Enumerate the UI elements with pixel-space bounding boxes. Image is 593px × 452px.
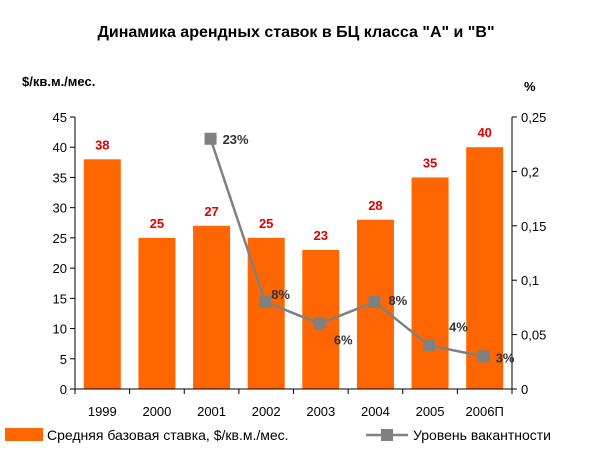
- bar-value-label-2001: 27: [204, 204, 218, 219]
- bar-2001: [193, 225, 231, 389]
- left-tick-label: 5: [60, 352, 67, 367]
- bar-value-label-2002: 25: [259, 216, 273, 231]
- x-tick-label-2002: 2002: [252, 404, 281, 419]
- left-tick-label: 10: [53, 322, 67, 337]
- legend-marker-vacancy: [381, 429, 393, 441]
- vacancy-line-layer: [204, 132, 490, 363]
- left-tick-label: 20: [53, 261, 67, 276]
- bar-2002: [247, 237, 285, 389]
- legend-label-vacancy: Уровень вакантности: [413, 427, 551, 443]
- right-axis-unit: %: [524, 79, 536, 94]
- x-tick-label-2006П: 2006П: [466, 404, 504, 419]
- right-tick-label: 0,1: [521, 273, 539, 288]
- left-tick-label: 25: [53, 231, 67, 246]
- vacancy-line: [209, 138, 484, 358]
- legend-swatch-rate: [5, 428, 43, 441]
- vacancy-marker-2006П: [477, 350, 490, 363]
- bar-1999: [83, 159, 121, 389]
- vacancy-marker-2001: [204, 132, 217, 145]
- bar-value-label-2005: 35: [423, 155, 437, 170]
- left-tick-label: 0: [60, 382, 67, 397]
- labels-layer: 38 25 27 25 23 28 35 40 23% 8% 6% 8% 4% 3%: [95, 125, 515, 365]
- right-tick-label: 0,05: [521, 328, 546, 343]
- axes-layer: 0 5 10 15 20 25 30 35 40 45 0 0,05 0,1 0,15 0,2 0,25 199…: [53, 110, 547, 419]
- vacancy-marker-2005: [423, 339, 436, 352]
- bar-2000: [138, 237, 176, 389]
- bar-value-label-2006П: 40: [477, 125, 491, 140]
- x-tick-label-2005: 2005: [416, 404, 445, 419]
- right-tick-label: 0,25: [521, 110, 546, 125]
- left-tick-label: 40: [53, 140, 67, 155]
- bar-2006П: [466, 147, 504, 389]
- bar-value-label-2004: 28: [368, 198, 382, 213]
- bars-layer: [83, 147, 504, 389]
- legend: Средняя базовая ставка, $/кв.м./мес. Уров…: [5, 427, 551, 443]
- x-tick-label-2000: 2000: [142, 404, 171, 419]
- x-tick-label-1999: 1999: [88, 404, 117, 419]
- left-axis-unit: $/кв.м./мес.: [22, 74, 95, 89]
- vacancy-label-2002: 8%: [271, 287, 290, 302]
- vacancy-marker-2004: [368, 295, 381, 308]
- x-tick-label-2003: 2003: [306, 404, 335, 419]
- left-tick-label: 35: [53, 170, 67, 185]
- legend-label-rate: Средняя базовая ставка, $/кв.м./мес.: [47, 427, 289, 443]
- bar-2005: [411, 177, 449, 389]
- right-tick-label: 0: [521, 382, 528, 397]
- vacancy-marker-2003: [313, 317, 326, 330]
- x-tick-label-2004: 2004: [361, 404, 390, 419]
- left-tick-label: 45: [53, 110, 67, 125]
- chart-title: Динамика арендных ставок в БЦ класса "А"…: [97, 24, 494, 41]
- vacancy-label-2004: 8%: [388, 293, 407, 308]
- left-tick-label: 30: [53, 201, 67, 216]
- bar-value-label-2000: 25: [150, 216, 164, 231]
- vacancy-label-2006П: 3%: [496, 350, 515, 365]
- vacancy-label-2001: 23%: [223, 132, 249, 147]
- right-tick-label: 0,15: [521, 219, 546, 234]
- vacancy-label-2003: 6%: [334, 333, 353, 348]
- vacancy-marker-2002: [259, 295, 272, 308]
- bar-value-label-2003: 23: [314, 228, 328, 243]
- left-tick-label: 15: [53, 291, 67, 306]
- x-tick-label-2001: 2001: [197, 404, 226, 419]
- bar-value-label-1999: 38: [95, 137, 109, 152]
- vacancy-label-2005: 4%: [449, 319, 468, 334]
- right-tick-label: 0,2: [521, 164, 539, 179]
